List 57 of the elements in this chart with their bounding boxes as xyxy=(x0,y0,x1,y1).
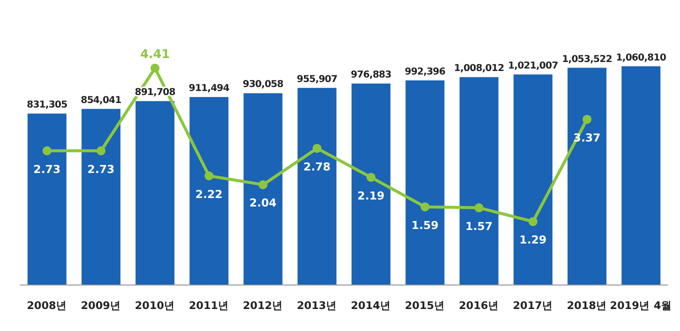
x-tick-label: 2019년 4월 xyxy=(610,300,672,312)
x-tick-label: 2009년 xyxy=(80,300,122,312)
data-label: 854,041 xyxy=(80,94,122,106)
bar xyxy=(190,97,228,285)
data-label: 1.57 xyxy=(465,220,493,233)
data-label: 1,021,007 xyxy=(508,60,558,72)
data-label: 2.22 xyxy=(195,188,223,201)
x-tick-label: 2014년 xyxy=(350,300,392,312)
data-label: 930,058 xyxy=(242,79,284,90)
data-label: 1,053,522 xyxy=(562,54,612,65)
bar xyxy=(244,93,282,285)
data-label: 976,883 xyxy=(350,70,392,81)
bar xyxy=(514,74,552,285)
x-tick-label: 2010년 xyxy=(134,300,176,312)
point xyxy=(366,172,376,182)
data-label: 2.19 xyxy=(357,189,385,202)
bar xyxy=(352,84,390,285)
bar xyxy=(460,77,498,285)
point xyxy=(420,202,430,212)
bar xyxy=(136,101,174,285)
x-tick-label: 2015년 xyxy=(404,300,446,312)
x-tick-label: 2017년 xyxy=(512,300,554,312)
data-label: 2.04 xyxy=(249,196,277,210)
point xyxy=(204,171,214,180)
point xyxy=(258,180,268,190)
point xyxy=(312,144,322,153)
bar xyxy=(298,88,336,285)
point xyxy=(150,64,160,73)
point xyxy=(474,203,484,212)
data-label: 1.59 xyxy=(411,218,439,232)
data-label: 992,396 xyxy=(404,66,446,78)
point xyxy=(42,146,52,156)
x-tick-label: 2011년 xyxy=(188,300,230,312)
bar xyxy=(406,80,444,285)
point xyxy=(96,146,106,156)
x-tick-label: 2008년 xyxy=(26,300,68,312)
data-label: 4.41 xyxy=(140,47,170,62)
x-tick-label: 2012년 xyxy=(242,300,284,312)
data-label: 1,008,012 xyxy=(454,63,504,74)
data-label: 3.37 xyxy=(573,131,601,144)
bar xyxy=(622,66,660,285)
data-label: 1,060,810 xyxy=(616,52,667,64)
point xyxy=(528,217,538,226)
x-tick-label: 2013년 xyxy=(296,300,338,312)
data-label: 2.73 xyxy=(87,162,115,176)
bar xyxy=(28,114,66,285)
x-tick-label: 2016년 xyxy=(458,300,500,312)
data-label: 2.78 xyxy=(303,160,331,174)
x-tick-label: 2018년 xyxy=(566,300,608,312)
data-label: 2.73 xyxy=(33,162,61,176)
data-label: 955,907 xyxy=(296,74,338,85)
bar xyxy=(82,108,120,285)
data-label: 831,305 xyxy=(26,100,68,111)
data-label: 911,494 xyxy=(188,83,230,94)
data-label: 1.29 xyxy=(519,234,547,247)
bar xyxy=(568,68,606,285)
point xyxy=(582,114,592,124)
